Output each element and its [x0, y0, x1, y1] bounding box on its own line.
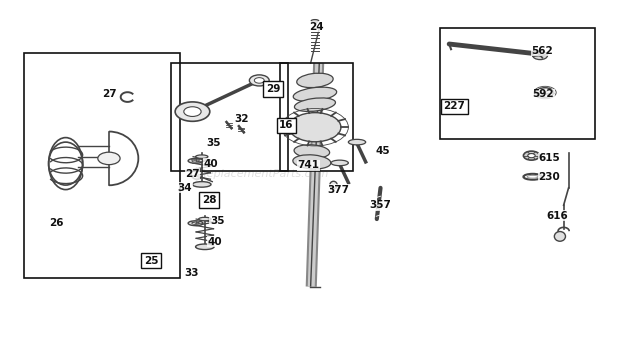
Ellipse shape: [192, 160, 199, 162]
Ellipse shape: [198, 218, 211, 221]
Ellipse shape: [294, 145, 330, 158]
Text: 27: 27: [185, 169, 200, 179]
Ellipse shape: [348, 139, 366, 145]
Circle shape: [289, 113, 341, 142]
Text: 45: 45: [376, 147, 391, 157]
Ellipse shape: [311, 19, 319, 22]
Text: 34: 34: [178, 183, 192, 193]
Ellipse shape: [195, 155, 208, 158]
Text: 27: 27: [102, 89, 117, 99]
Text: 33: 33: [184, 268, 198, 278]
Text: 227: 227: [443, 101, 465, 111]
Circle shape: [523, 151, 539, 160]
Text: 35: 35: [206, 138, 221, 148]
Ellipse shape: [195, 244, 214, 250]
Ellipse shape: [293, 155, 331, 169]
Circle shape: [175, 102, 210, 121]
Text: 562: 562: [531, 46, 553, 56]
Text: 230: 230: [539, 173, 560, 182]
Text: 592: 592: [533, 89, 554, 99]
Ellipse shape: [188, 221, 203, 226]
Text: eReplacementParts.com: eReplacementParts.com: [192, 169, 329, 179]
Text: 741: 741: [297, 160, 319, 170]
Text: 377: 377: [327, 184, 349, 195]
Text: 40: 40: [203, 159, 218, 168]
Text: 616: 616: [547, 211, 569, 221]
Circle shape: [533, 51, 547, 60]
Text: 29: 29: [266, 84, 280, 94]
Bar: [280, 63, 353, 171]
Circle shape: [184, 107, 201, 117]
Ellipse shape: [330, 181, 337, 189]
Ellipse shape: [188, 158, 203, 163]
Ellipse shape: [192, 182, 211, 187]
Text: 25: 25: [144, 256, 158, 266]
Text: 35: 35: [210, 216, 224, 226]
Ellipse shape: [554, 231, 565, 241]
Ellipse shape: [293, 87, 337, 101]
Ellipse shape: [192, 222, 199, 224]
Text: 28: 28: [202, 195, 216, 205]
Circle shape: [254, 78, 264, 83]
Text: 26: 26: [49, 218, 64, 228]
Text: 16: 16: [279, 120, 294, 130]
Circle shape: [528, 153, 535, 158]
Ellipse shape: [294, 98, 335, 111]
Circle shape: [249, 75, 269, 86]
Ellipse shape: [297, 73, 333, 88]
Text: 24: 24: [309, 22, 324, 32]
Bar: [24, 53, 180, 278]
Text: 357: 357: [369, 200, 391, 210]
Ellipse shape: [331, 160, 348, 166]
Text: 32: 32: [235, 113, 249, 124]
Bar: [440, 29, 595, 139]
Circle shape: [536, 88, 554, 97]
Bar: [171, 63, 288, 171]
Text: 40: 40: [208, 237, 222, 247]
Text: 615: 615: [539, 153, 560, 164]
Circle shape: [98, 152, 120, 165]
